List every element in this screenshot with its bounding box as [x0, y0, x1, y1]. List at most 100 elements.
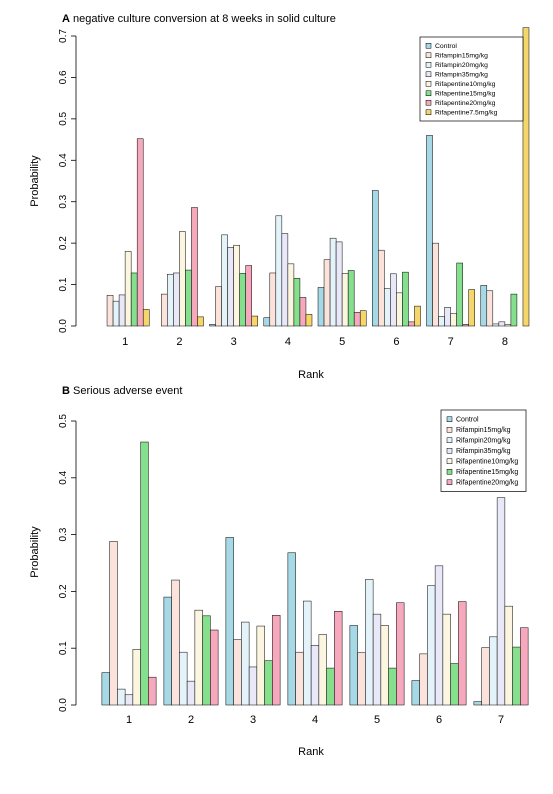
bar	[130, 272, 138, 327]
bar	[239, 273, 246, 327]
x-tick-label: 3	[250, 714, 256, 726]
bar	[359, 310, 367, 327]
x-tick-label: 5	[339, 336, 345, 348]
y-tick-label: 0.1	[58, 277, 69, 291]
bar	[124, 251, 132, 327]
bar	[272, 615, 281, 706]
legend-swatch	[425, 90, 432, 96]
bar	[347, 270, 355, 327]
bar	[318, 634, 327, 706]
bar	[112, 300, 120, 327]
bar	[334, 611, 343, 706]
bar	[179, 231, 186, 327]
bar	[504, 605, 513, 706]
x-axis-label: Rank	[298, 369, 324, 381]
bar	[372, 190, 379, 327]
bar	[263, 317, 271, 327]
bar	[411, 680, 420, 706]
bar	[163, 596, 172, 706]
bar	[473, 701, 482, 706]
legend-swatch	[425, 43, 432, 49]
bar	[480, 285, 488, 327]
bar	[109, 541, 118, 706]
chart-title: B Serious adverse event	[62, 385, 182, 397]
bar	[396, 292, 403, 327]
bar	[498, 321, 506, 327]
y-tick-label: 0.7	[58, 29, 69, 43]
legend-box	[419, 36, 524, 122]
bar	[468, 289, 475, 327]
bar	[504, 324, 512, 327]
legend-swatch	[425, 100, 432, 106]
bar	[227, 247, 234, 327]
bar	[456, 262, 463, 327]
bar	[299, 297, 307, 327]
bar	[442, 613, 451, 706]
legend-swatch	[446, 479, 453, 485]
bar	[317, 287, 325, 327]
bar	[329, 237, 337, 327]
x-tick-label: 8	[502, 336, 508, 348]
legend-box	[440, 409, 527, 492]
bar	[210, 629, 219, 706]
legend-label: Rifapentine10mg/kg	[456, 459, 518, 466]
bar	[191, 207, 198, 327]
bar	[118, 294, 126, 327]
bar	[117, 688, 126, 706]
bar	[458, 601, 467, 706]
y-tick-label: 0.5	[58, 111, 69, 125]
panel-letter: B	[62, 385, 70, 397]
bar	[275, 215, 283, 327]
bar	[171, 579, 180, 706]
bar	[269, 272, 277, 327]
bar	[202, 615, 211, 706]
x-tick-label: 3	[231, 336, 237, 348]
bar	[221, 234, 228, 327]
bar	[124, 694, 134, 706]
bar	[264, 660, 273, 706]
legend-swatch	[425, 62, 432, 68]
y-tick-label: 0.5	[58, 414, 69, 428]
legend-label: Rifapentine20mg/kg	[435, 100, 496, 107]
bar	[194, 609, 203, 706]
bar	[287, 552, 296, 706]
x-tick-label: 5	[374, 714, 380, 726]
bar	[101, 672, 110, 706]
bar	[161, 293, 168, 327]
panel-letter: A	[62, 13, 70, 25]
chart-panel-B: B Serious adverse event 0.0 0.1 0.2 0.3 0.4 0.…	[29, 385, 529, 758]
bar	[136, 138, 144, 327]
panel-title-text: Serious adverse event	[70, 385, 183, 397]
bar	[140, 441, 149, 706]
bar	[248, 666, 258, 706]
bar	[305, 314, 313, 327]
bar	[365, 579, 374, 706]
bar	[335, 241, 343, 327]
x-tick-label: 1	[126, 714, 132, 726]
x-tick-label: 6	[436, 714, 442, 726]
bar	[353, 312, 361, 327]
bar	[185, 269, 192, 327]
legend-swatch	[446, 437, 453, 443]
bar	[142, 309, 150, 327]
bar	[233, 639, 242, 706]
bar	[179, 651, 188, 706]
y-tick-label: 0.3	[58, 194, 69, 208]
y-tick-label: 0.2	[58, 236, 69, 250]
bar	[414, 305, 421, 327]
x-tick-label: 1	[122, 336, 128, 348]
legend-label: Rifampin35mg/kg	[456, 448, 511, 455]
y-tick-label: 0.6	[58, 70, 69, 84]
bar	[427, 585, 436, 706]
bar	[384, 288, 391, 327]
bar	[293, 278, 301, 327]
bar	[390, 273, 397, 327]
bar	[489, 636, 498, 706]
legend-label: Rifampin35mg/kg	[435, 72, 488, 79]
bar	[372, 613, 382, 706]
bar	[167, 273, 174, 327]
bar	[380, 625, 389, 706]
bar	[402, 271, 409, 327]
